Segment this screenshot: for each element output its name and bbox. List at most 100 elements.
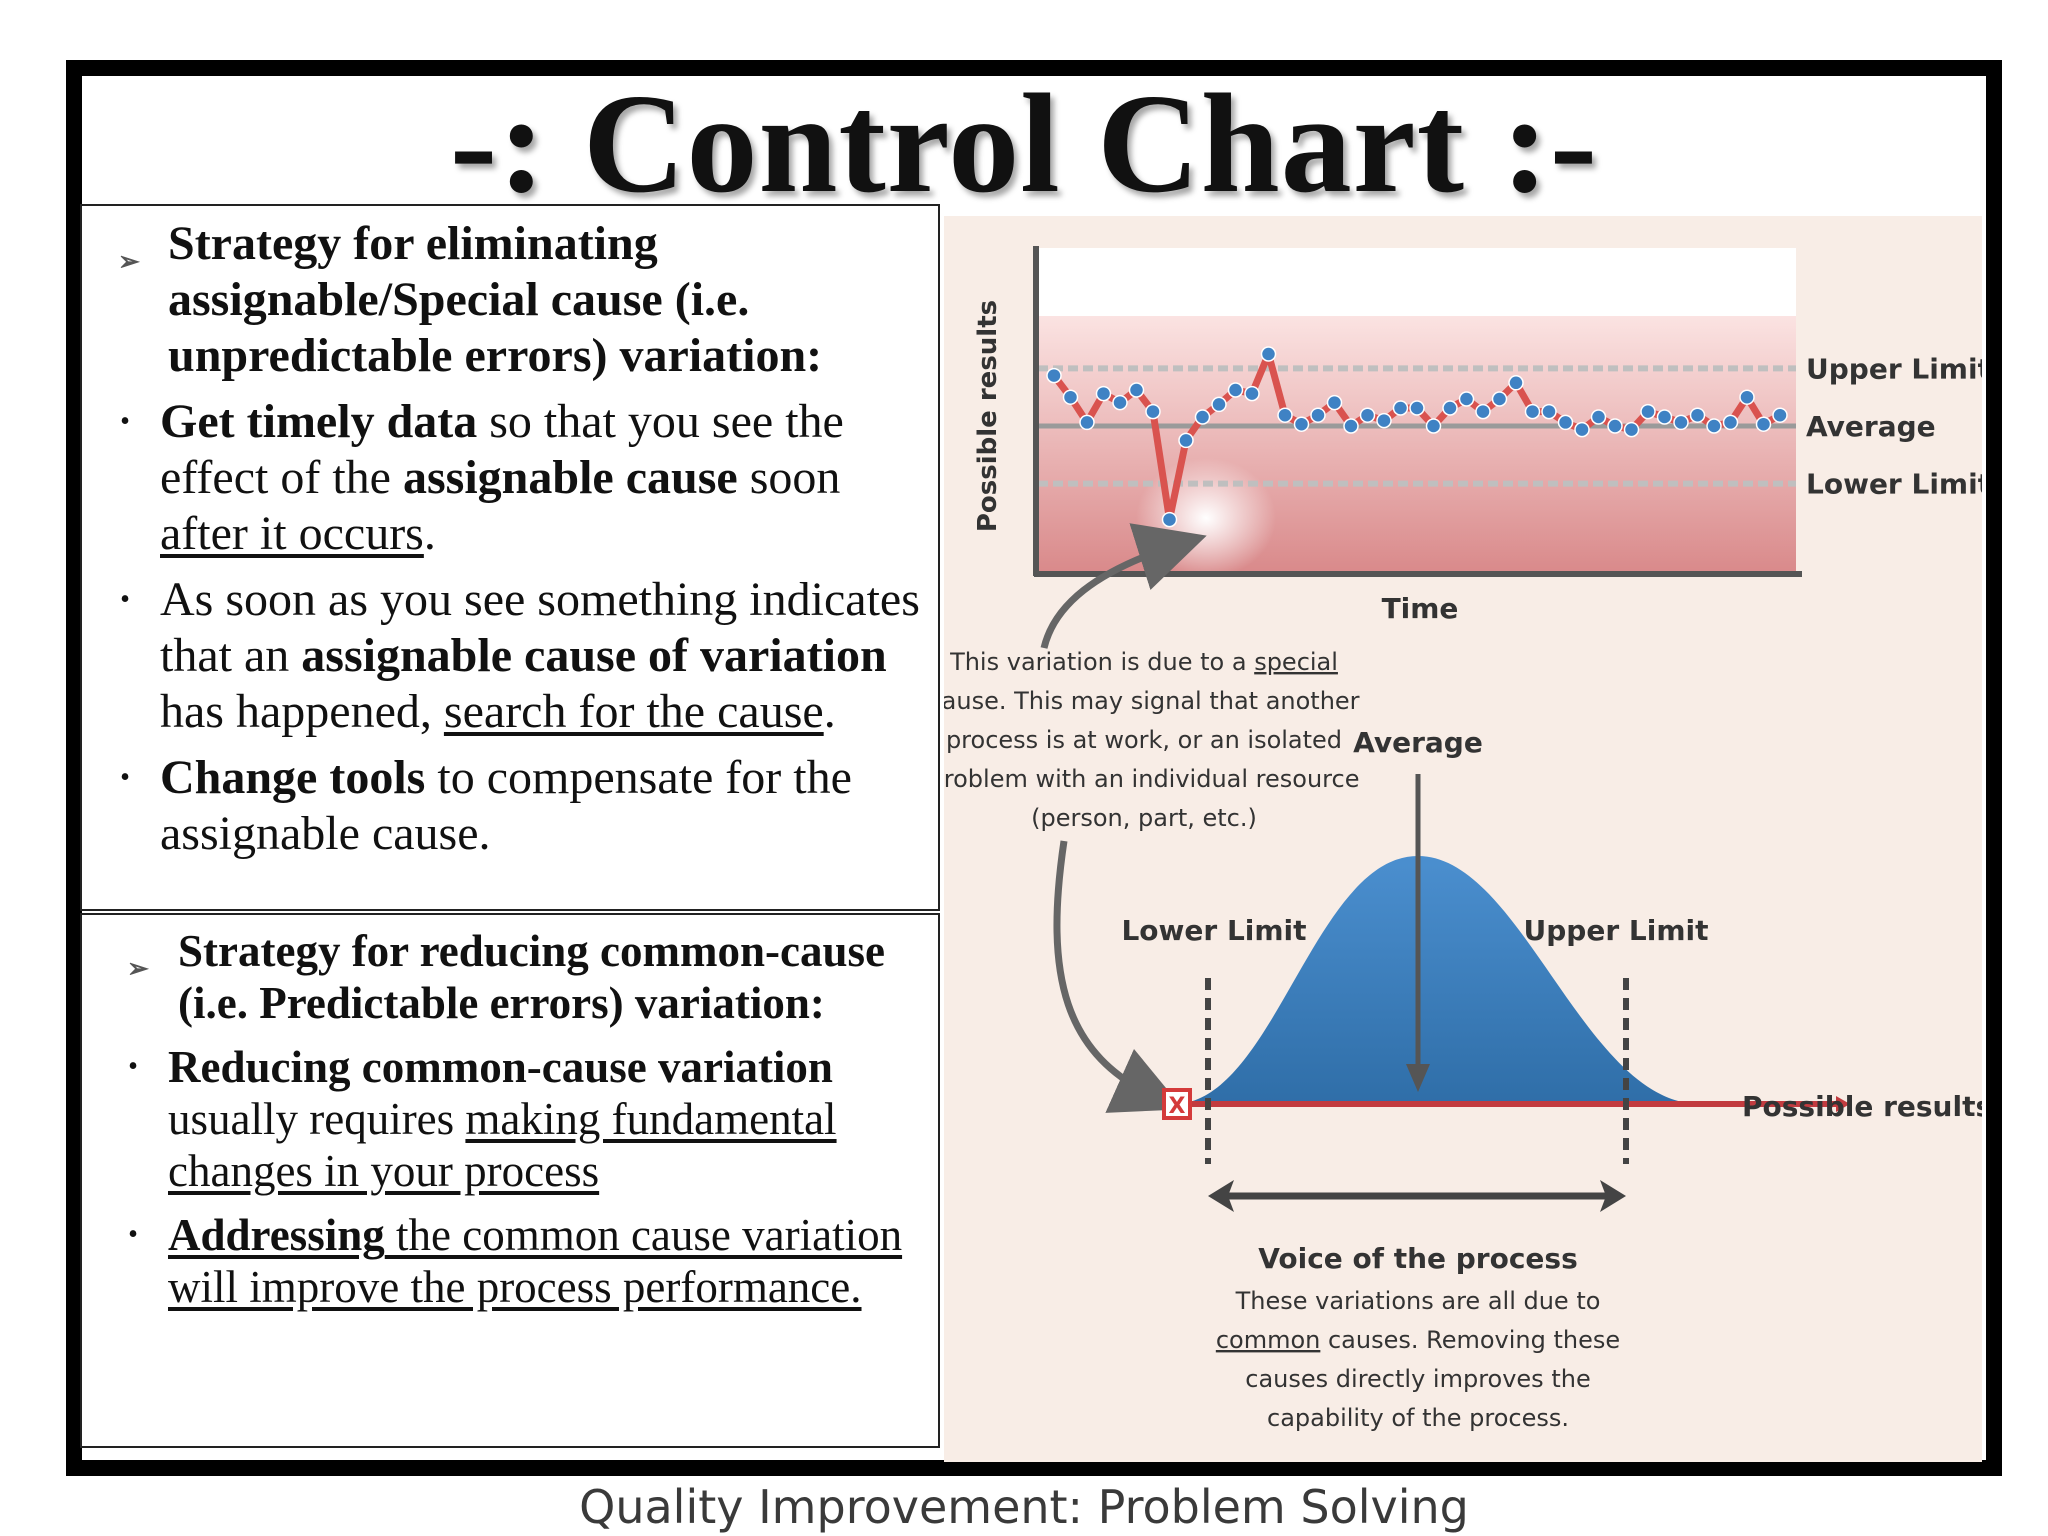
upper-limit-label: Upper Limit bbox=[1806, 352, 1982, 385]
data-point bbox=[1574, 421, 1590, 438]
bullet-icon: • bbox=[120, 406, 130, 437]
voice-title: Voice of the process bbox=[1258, 1242, 1578, 1275]
data-point bbox=[1557, 414, 1574, 431]
plain-text: so that you see the effect of the bbox=[160, 395, 844, 504]
underlined-text: after it occurs bbox=[160, 507, 424, 560]
data-point bbox=[1409, 400, 1425, 416]
data-point bbox=[1772, 407, 1788, 423]
data-point bbox=[1706, 418, 1722, 434]
data-point bbox=[1656, 409, 1673, 425]
bold-text: Change tools bbox=[160, 751, 426, 804]
list-item: • As soon as you see something indicates… bbox=[90, 572, 922, 740]
voice-line: common causes. Removing these bbox=[1216, 1326, 1620, 1354]
data-point bbox=[1673, 414, 1689, 431]
data-point bbox=[1343, 418, 1359, 434]
bullet-text: Get timely data so that you see the effe… bbox=[160, 394, 922, 562]
data-point bbox=[1491, 391, 1508, 407]
data-point bbox=[1689, 407, 1706, 423]
underlined-text: making fundamental changes in your proce… bbox=[168, 1094, 837, 1196]
bold-text: Get timely data bbox=[160, 395, 478, 448]
slide-title: -: Control Chart :- bbox=[449, 64, 1599, 222]
bullet-icon: • bbox=[128, 1219, 138, 1250]
outlier-x-box bbox=[1162, 1088, 1192, 1120]
distribution-upper-limit-label: Upper Limit bbox=[1524, 914, 1709, 947]
data-point bbox=[1211, 396, 1227, 413]
outlier-glow bbox=[1136, 458, 1276, 578]
average-label: Average bbox=[1806, 410, 1936, 443]
voice-line: These variations are all due to bbox=[1235, 1287, 1601, 1315]
data-point bbox=[1376, 412, 1392, 429]
distribution-x-axis-label: Possible results bbox=[1742, 1090, 1982, 1123]
data-point bbox=[1095, 385, 1112, 402]
bullet-icon: • bbox=[120, 762, 130, 793]
data-point bbox=[1079, 414, 1095, 431]
data-point bbox=[1475, 403, 1491, 420]
bullet-icon: • bbox=[128, 1051, 138, 1082]
bold-underlined-text: Addressing bbox=[168, 1210, 385, 1260]
plain-text: As soon as you see something indicates t… bbox=[160, 573, 920, 682]
voice-line: causes directly improves the bbox=[1245, 1365, 1590, 1393]
plain-text: . bbox=[423, 507, 436, 560]
data-point bbox=[1524, 403, 1541, 420]
list-item: • Reducing common-cause variation usuall… bbox=[98, 1041, 922, 1197]
data-point bbox=[1359, 407, 1376, 423]
list-item: • Get timely data so that you see the ef… bbox=[90, 394, 922, 562]
bold-text: assignable cause bbox=[402, 451, 738, 504]
special-cause-note: This variation is due to a special cause… bbox=[928, 648, 1360, 832]
data-series bbox=[1046, 346, 1788, 528]
note-line: This variation is due to a special bbox=[949, 648, 1338, 676]
data-point bbox=[1310, 407, 1326, 423]
voice-range-right-arrowhead bbox=[1600, 1180, 1626, 1212]
data-point bbox=[1739, 389, 1755, 405]
common-cause-heading: ➢ Strategy for reducing common-cause (i.… bbox=[98, 925, 922, 1029]
data-point bbox=[1755, 416, 1772, 432]
data-point bbox=[1244, 385, 1260, 402]
plain-text: has happened, bbox=[160, 685, 444, 738]
data-point bbox=[1722, 414, 1739, 431]
data-point bbox=[1458, 391, 1475, 407]
note-line: cause. This may signal that another bbox=[944, 687, 1360, 715]
data-point bbox=[1442, 400, 1458, 416]
data-point bbox=[1607, 418, 1623, 434]
data-point bbox=[1260, 346, 1277, 362]
data-point bbox=[1227, 382, 1244, 398]
y-axis-label: Possible results bbox=[973, 300, 1003, 532]
special-cause-box: ➢ Strategy for eliminating assignable/Sp… bbox=[80, 204, 940, 911]
data-point bbox=[1508, 375, 1524, 391]
note-line: (person, part, etc.) bbox=[1031, 804, 1257, 832]
bullet-text: Reducing common-cause variation usually … bbox=[168, 1041, 922, 1197]
bold-text: Reducing common-cause variation bbox=[168, 1042, 833, 1092]
list-item: • Addressing the common cause variation … bbox=[98, 1209, 922, 1313]
voice-range-left-arrowhead bbox=[1208, 1180, 1234, 1212]
data-point bbox=[1293, 416, 1310, 432]
special-cause-heading-text: Strategy for eliminating assignable/Spec… bbox=[168, 217, 823, 382]
bullet-text: Change tools to compensate for the assig… bbox=[160, 750, 922, 862]
outlier-x-mark: X bbox=[1169, 1094, 1186, 1119]
distribution-axis-arrowhead bbox=[1836, 1096, 1850, 1112]
data-point bbox=[1161, 511, 1178, 528]
bold-text: assignable cause of variation bbox=[301, 629, 887, 682]
outlier-x-pointer-arrow bbox=[1053, 840, 1184, 1113]
data-point bbox=[1590, 409, 1607, 425]
bullet-text: Addressing the common cause variation wi… bbox=[168, 1209, 922, 1313]
data-point bbox=[1062, 389, 1079, 405]
figure-svg: Possible results Time Upper Limit Averag… bbox=[928, 246, 1992, 1432]
data-point bbox=[1623, 421, 1640, 438]
data-point bbox=[1640, 403, 1656, 420]
control-chart-figure: Possible results Time Upper Limit Averag… bbox=[928, 216, 1992, 1462]
data-point bbox=[1392, 400, 1409, 416]
data-point bbox=[1145, 403, 1161, 420]
common-cause-box: ➢ Strategy for reducing common-cause (i.… bbox=[80, 913, 940, 1448]
bell-curve bbox=[1174, 856, 1700, 1104]
x-axis-label: Time bbox=[1382, 592, 1459, 625]
data-point bbox=[1277, 407, 1293, 423]
data-point bbox=[1046, 367, 1062, 384]
special-cause-heading: ➢ Strategy for eliminating assignable/Sp… bbox=[90, 216, 922, 384]
arrow-bullet-icon: ➢ bbox=[127, 954, 149, 983]
data-point bbox=[1112, 394, 1128, 411]
outlier-pointer-arrow bbox=[1040, 523, 1207, 649]
bullet-icon: • bbox=[120, 584, 130, 615]
plain-text: usually requires bbox=[168, 1094, 466, 1144]
distribution-average-label: Average bbox=[1353, 726, 1483, 759]
data-point bbox=[1128, 382, 1145, 398]
